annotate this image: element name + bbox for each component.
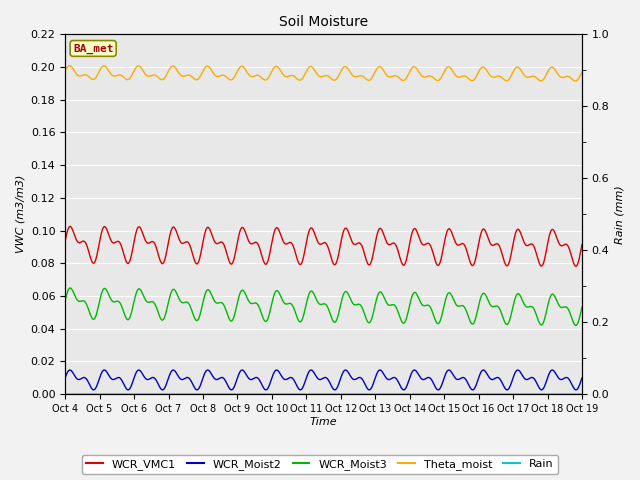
- Legend: WCR_VMC1, WCR_Moist2, WCR_Moist3, Theta_moist, Rain: WCR_VMC1, WCR_Moist2, WCR_Moist3, Theta_…: [82, 455, 558, 474]
- Text: BA_met: BA_met: [73, 43, 113, 54]
- X-axis label: Time: Time: [310, 417, 337, 427]
- Y-axis label: Rain (mm): Rain (mm): [615, 185, 625, 243]
- Y-axis label: VWC (m3/m3): VWC (m3/m3): [15, 175, 25, 253]
- Title: Soil Moisture: Soil Moisture: [279, 15, 368, 29]
